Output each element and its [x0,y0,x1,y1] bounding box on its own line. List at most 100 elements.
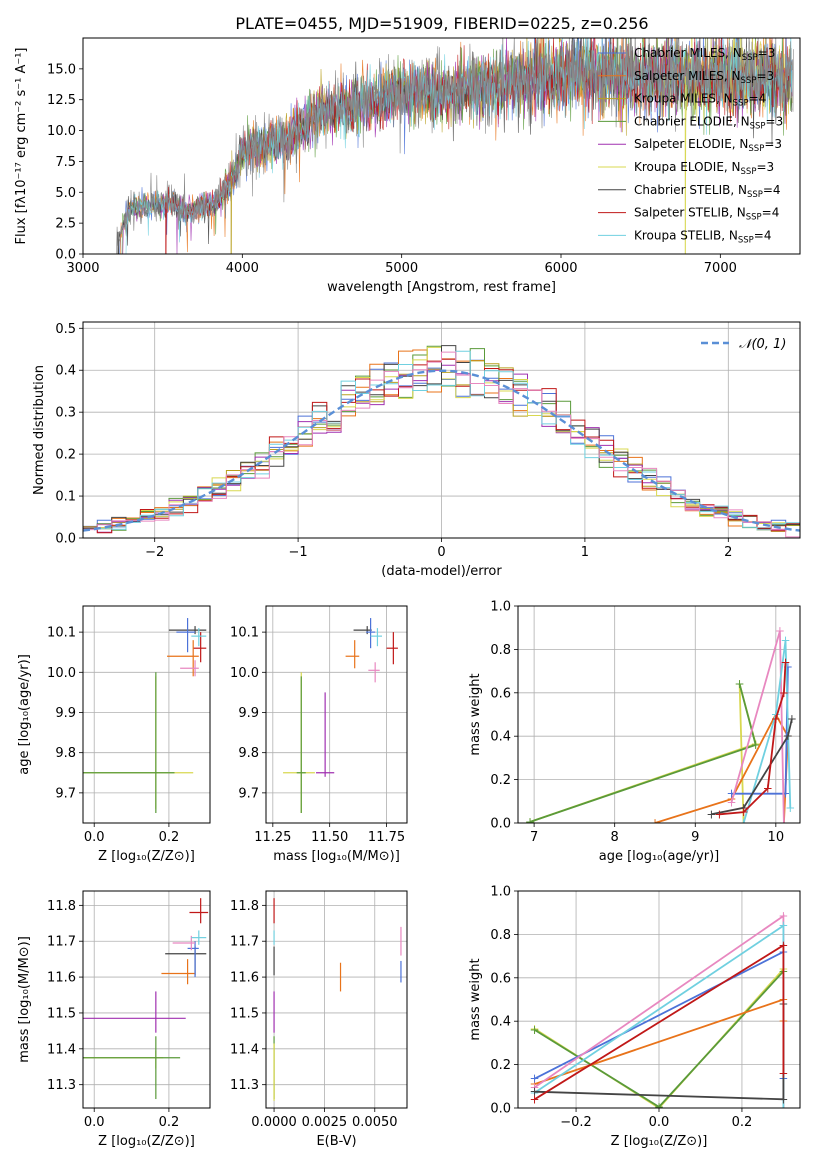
x-tick-label: 4000 [226,261,259,276]
y-tick-label: 10.0 [47,666,76,681]
spectrum-panel: 3000 4000 5000 6000 7000 0.0 2.5 5.0 7.5 10.0 12.5… [14,37,801,295]
y-tick-label: 0.8 [490,643,511,658]
y-tick-label: 9.8 [55,746,76,761]
series-line-kroupa-stelib [742,640,792,823]
x-tick-label: 10 [768,830,785,845]
x-axis-label: wavelength [Angstrom, rest frame] [327,280,556,295]
errorbar-group [83,618,207,813]
y-tick-label: 0.4 [490,1015,511,1030]
x-tick-label: 0 [437,545,445,560]
x-tick-label: −0.2 [560,1115,592,1130]
mass-vs-ebv-panel: 0.0000 0.0025 0.0050 11.3 11.4 11.5 11.6 11.7 11… [230,890,408,1149]
series-marker: + [779,816,789,830]
axes-frame [517,605,801,824]
line-series-group: +++++++++++++++++++++++++ [530,909,788,1115]
y-tick-label: 11.4 [47,1042,76,1057]
legend-subscript: SSP [750,121,766,131]
y-axis-label: Normed distribution [32,365,47,495]
y-tick-label: 10.0 [230,666,259,681]
legend-subscript: SSP [738,235,754,245]
y-tick-label: 0.6 [490,971,511,986]
x-tick-label: 0.0050 [352,1115,398,1130]
x-tick-label: 11.75 [368,830,405,845]
series-marker: + [654,1101,664,1115]
y-tick-label: 11.3 [47,1078,76,1093]
y-tick-label: 11.8 [230,899,259,914]
errorbar-point [191,628,207,647]
x-tick-label: 7000 [704,261,737,276]
y-tick-label: 11.3 [230,1078,259,1093]
series-marker: + [739,816,749,830]
y-tick-label: 0.4 [490,730,511,745]
legend-subscript: SSP [733,99,749,109]
axes-frame [82,321,801,539]
y-tick-label: 0.5 [55,322,76,337]
x-tick-label: 0.0 [84,1115,105,1130]
errorbar-point [83,991,186,1033]
y-tick-label: 0.4 [55,364,76,379]
series-marker: + [771,708,781,722]
age-vs-metallicity-panel: 0.0 0.2 9.7 9.8 9.9 10.0 10.1 Z [log₁₀(Z/Z⊙)] ag… [17,605,211,864]
x-axis-label: Z [log₁₀(Z/Z⊙)] [98,1134,195,1149]
series-marker: + [780,655,790,669]
x-tick-label: 1 [581,545,589,560]
x-tick-label: 9 [691,830,699,845]
legend-entry: Kroupa MILES, NSSP=4 [634,92,766,109]
errorbar-point [161,959,196,985]
errorbar-group [83,898,209,1100]
residual-histogram-panel: −2 −1 0 1 2 0.0 0.1 0.2 0.3 0.4 0.5 (data-model)/er… [32,321,801,579]
series-marker: + [650,816,660,830]
x-axis-label: (data-model)/error [381,564,502,579]
y-tick-label: 11.8 [47,899,76,914]
y-tick-label: 0.0 [55,532,76,547]
y-tick-label: 0.2 [490,1058,511,1073]
y-tick-label: 9.9 [55,706,76,721]
y-axis-label: Flux [fλ10⁻¹⁷ erg cm⁻² s⁻¹ A⁻¹] [14,48,29,245]
legend-tail: =3 [756,160,774,174]
spectrum-lines [116,38,794,254]
series-marker: + [751,738,761,752]
errorbar-point [386,632,398,665]
y-tick-label: 0.3 [55,406,76,421]
legend-entry: Chabrier MILES, NSSP=3 [634,46,775,63]
x-tick-label: −1 [289,545,308,560]
massweight-vs-age-panel: 7 8 9 10 0.0 0.2 0.4 0.6 0.8 1.0 age [log₁₀(age/yr… [468,600,801,864]
series-marker: + [780,787,790,801]
series-marker: + [783,729,793,743]
axes-frame [265,605,408,824]
y-tick-label: 0.6 [490,686,511,701]
y-tick-label: 11.5 [47,1006,76,1021]
legend-subscript: SSP [741,167,757,177]
x-tick-label: 0.0 [84,830,105,845]
y-tick-label: 11.4 [230,1042,259,1057]
series-line-chabrier-stelib [711,718,793,816]
legend-entry: Kroupa STELIB, NSSP=4 [634,228,772,245]
legend-tail: =4 [763,183,781,197]
errorbar-group [283,618,398,813]
histogram-series-pink [83,351,800,538]
series-marker: + [778,1092,788,1106]
age-vs-mass-panel: 11.25 11.50 11.75 9.7 9.8 9.9 10.0 10.1 mass [lo… [230,605,408,864]
y-tick-label: 11.6 [47,971,76,986]
x-axis-label: Z [log₁₀(Z/Z⊙)] [611,1134,708,1149]
series-marker: + [739,805,749,819]
legend-label: Salpeter ELODIE, N [634,137,748,151]
y-tick-label: 15.0 [47,62,76,77]
series-marker: + [787,712,797,726]
series-marker: + [530,1022,540,1036]
legend-entry: Salpeter MILES, NSSP=3 [634,69,774,86]
legend: Chabrier MILES, NSSP=3 Salpeter MILES, NS… [598,46,783,245]
errorbar-group [273,898,402,1101]
series-marker: + [525,815,535,829]
legend-subscript: SSP [742,53,758,63]
y-tick-label: 10.1 [230,626,259,641]
series-marker: + [525,815,535,829]
y-tick-label: 1.0 [490,600,511,615]
y-tick-label: 5.0 [55,186,76,201]
legend-entry: Salpeter ELODIE, NSSP=3 [634,137,782,154]
x-tick-label: 0.2 [732,1115,753,1130]
legend-subscript: SSP [748,144,764,154]
series-marker: + [530,1080,540,1094]
y-tick-label: 9.7 [55,786,76,801]
